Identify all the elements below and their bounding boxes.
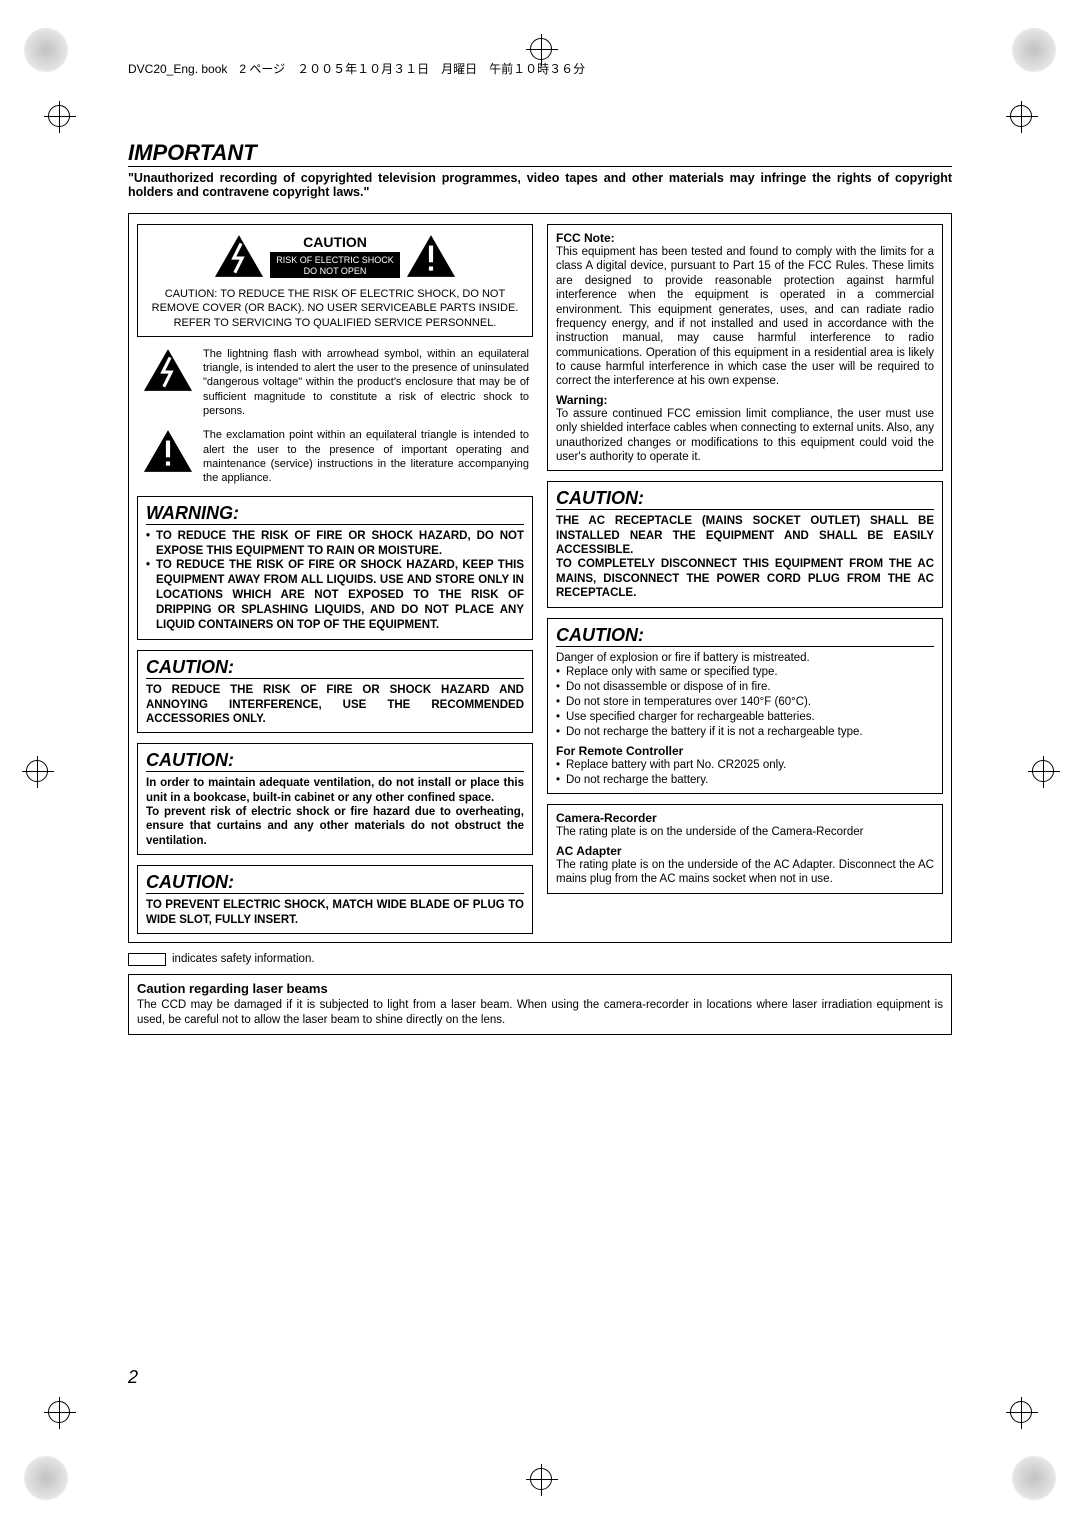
lightning-triangle-icon [141,347,195,393]
battery-item: Replace only with same or specified type… [556,665,934,680]
exclamation-triangle-icon [141,428,195,474]
caution-heading: CAUTION: [146,872,524,894]
battery-item: Do not disassemble or dispose of in fire… [556,680,934,695]
registration-mark [1010,1401,1032,1423]
fcc-warning-title: Warning: [556,393,934,407]
left-column: CAUTION RISK OF ELECTRIC SHOCK DO NOT OP… [137,224,533,934]
registration-mark [530,38,552,60]
caution-battery-box: CAUTION: Danger of explosion or fire if … [547,618,943,795]
remote-item: Replace battery with part No. CR2025 onl… [556,758,934,773]
caution-text: In order to maintain adequate ventilatio… [146,776,524,805]
caution-plate-sub1: RISK OF ELECTRIC SHOCK [276,255,394,266]
fcc-note-text: This equipment has been tested and found… [556,245,934,389]
caution-text: THE AC RECEPTACLE (MAINS SOCKET OUTLET) … [556,514,934,557]
caution-text: To prevent risk of electric shock or fir… [146,805,524,848]
fcc-warning-text: To assure continued FCC emission limit c… [556,407,934,465]
laser-heading: Caution regarding laser beams [137,981,943,996]
caution-intro: Danger of explosion or fire if battery i… [556,651,934,665]
caution-heading: CAUTION: [556,625,934,647]
important-heading: IMPORTANT [128,140,952,167]
fcc-note-title: FCC Note: [556,231,934,245]
safety-info-text: indicates safety information. [172,953,315,965]
safety-outer-box: CAUTION RISK OF ELECTRIC SHOCK DO NOT OP… [128,213,952,943]
important-text: "Unauthorized recording of copyrighted t… [128,171,952,199]
camera-recorder-text: The rating plate is on the underside of … [556,825,934,839]
remote-item: Do not recharge the battery. [556,773,934,788]
caution-plug-box: CAUTION: TO PREVENT ELECTRIC SHOCK, MATC… [137,865,533,934]
caution-plate-title: CAUTION [270,234,400,253]
corner-decoration [24,1456,68,1500]
registration-mark [1032,760,1054,782]
registration-mark [530,1468,552,1490]
ac-adapter-text: The rating plate is on the underside of … [556,858,934,887]
ac-adapter-title: AC Adapter [556,844,934,858]
page-content: IMPORTANT "Unauthorized recording of cop… [128,140,952,1035]
laser-text: The CCD may be damaged if it is subjecte… [137,998,943,1028]
warning-heading: WARNING: [146,503,524,525]
exclamation-symbol-desc: The exclamation point within an equilate… [203,428,529,485]
remote-controller-title: For Remote Controller [556,744,934,758]
caution-text: TO REDUCE THE RISK OF FIRE OR SHOCK HAZA… [146,683,524,726]
caution-text: TO PREVENT ELECTRIC SHOCK, MATCH WIDE BL… [146,898,524,927]
registration-mark [48,105,70,127]
warning-item: TO REDUCE THE RISK OF FIRE OR SHOCK HAZA… [146,529,524,559]
caution-heading: CAUTION: [146,750,524,772]
safety-info-row: indicates safety information. [128,953,952,966]
caution-plate-box: CAUTION RISK OF ELECTRIC SHOCK DO NOT OP… [137,224,533,337]
corner-decoration [1012,1456,1056,1500]
warning-item: TO REDUCE THE RISK OF FIRE OR SHOCK HAZA… [146,558,524,633]
fcc-box: FCC Note: This equipment has been tested… [547,224,943,471]
corner-decoration [1012,28,1056,72]
warning-box: WARNING: TO REDUCE THE RISK OF FIRE OR S… [137,496,533,641]
caution-plate-sub2: DO NOT OPEN [276,266,394,277]
battery-item: Use specified charger for rechargeable b… [556,710,934,725]
lightning-symbol-row: The lightning flash with arrowhead symbo… [137,347,533,418]
caution-ventilation-box: CAUTION: In order to maintain adequate v… [137,743,533,855]
right-column: FCC Note: This equipment has been tested… [547,224,943,934]
registration-mark [1010,105,1032,127]
page-number: 2 [128,1367,138,1388]
caution-heading: CAUTION: [556,488,934,510]
battery-item: Do not store in temperatures over 140°F … [556,695,934,710]
corner-decoration [24,28,68,72]
book-meta-header: DVC20_Eng. book 2 ページ ２００５年１０月３１日 月曜日 午前… [128,60,585,77]
registration-mark [48,1401,70,1423]
registration-mark [26,760,48,782]
exclamation-triangle-icon [404,233,458,279]
lightning-triangle-icon [212,233,266,279]
caution-receptacle-box: CAUTION: THE AC RECEPTACLE (MAINS SOCKET… [547,481,943,607]
laser-caution-box: Caution regarding laser beams The CCD ma… [128,974,952,1035]
caution-plate-note: CAUTION: TO REDUCE THE RISK OF ELECTRIC … [146,287,524,330]
caution-heading: CAUTION: [146,657,524,679]
exclamation-symbol-row: The exclamation point within an equilate… [137,428,533,485]
camera-recorder-title: Camera-Recorder [556,811,934,825]
caution-accessories-box: CAUTION: TO REDUCE THE RISK OF FIRE OR S… [137,650,533,733]
safety-rect-icon [128,953,166,966]
battery-item: Do not recharge the battery if it is not… [556,725,934,740]
rating-plate-box: Camera-Recorder The rating plate is on t… [547,804,943,893]
caution-text: TO COMPLETELY DISCONNECT THIS EQUIPMENT … [556,557,934,600]
lightning-symbol-desc: The lightning flash with arrowhead symbo… [203,347,529,418]
